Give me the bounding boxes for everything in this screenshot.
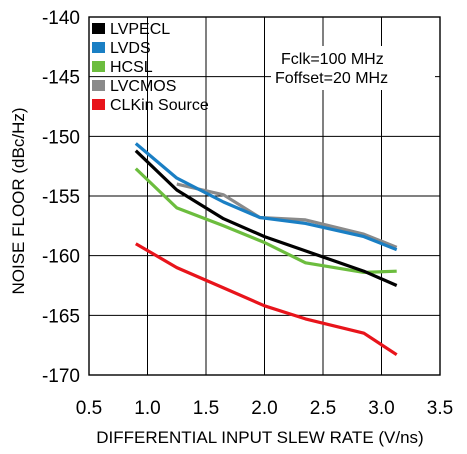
legend-swatch-clkin-source (92, 99, 105, 110)
tick-layer: 0.5 1.0 1.5 2.0 2.5 3.0 3.5 -170 -165 -160 -155 -15… (42, 8, 453, 419)
y-tick-label: -165 (42, 306, 80, 327)
annotation-background (271, 46, 435, 90)
legend-swatch-lvpecl (92, 23, 105, 34)
y-tick-label: -170 (42, 366, 80, 387)
y-tick-label: -160 (42, 247, 80, 268)
plot-frame (88, 16, 441, 376)
legend-label-clkin-source: CLKin Source (110, 97, 209, 114)
series-line-lvcmos (176, 182, 398, 249)
x-tick-label: 1.0 (134, 398, 160, 419)
legend-swatch-hcsl (92, 61, 105, 72)
y-tick-label: -150 (42, 127, 80, 148)
x-tick-label: 3.5 (427, 398, 453, 419)
series-line-hcsl (134, 167, 397, 274)
series-layer (134, 142, 398, 357)
x-tick-label: 3.0 (368, 398, 394, 419)
annotation-fclk: Fclk=100 MHz (281, 51, 384, 68)
annotation-foffset: Foffset=20 MHz (275, 70, 388, 87)
x-tick-label: 0.5 (76, 398, 102, 419)
legend: LVPECL LVDS HCSL LVCMOS CLKin Source (92, 21, 209, 114)
y-axis-label: NOISE FLOOR (dBc/Hz) (9, 107, 28, 294)
x-tick-label: 2.5 (310, 398, 336, 419)
series-line-lvpecl (134, 149, 398, 287)
legend-swatch-lvds (92, 42, 105, 53)
y-tick-label: -145 (42, 68, 80, 89)
annotation-box: Fclk=100 MHz Foffset=20 MHz (271, 46, 435, 90)
x-tick-label: 1.5 (193, 398, 219, 419)
legend-label-lvds: LVDS (110, 40, 151, 57)
legend-label-lvcmos: LVCMOS (110, 78, 176, 95)
y-tick-label: -155 (42, 187, 80, 208)
series-line-lvds (134, 142, 398, 252)
x-tick-label: 2.0 (251, 398, 277, 419)
legend-swatch-lvcmos (92, 80, 105, 91)
legend-label-hcsl: HCSL (110, 59, 153, 76)
y-tick-label: -140 (42, 8, 80, 29)
legend-label-lvpecl: LVPECL (110, 21, 170, 38)
series-line-clkin-source (134, 242, 398, 357)
x-axis-label: DIFFERENTIAL INPUT SLEW RATE (V/ns) (96, 428, 423, 447)
